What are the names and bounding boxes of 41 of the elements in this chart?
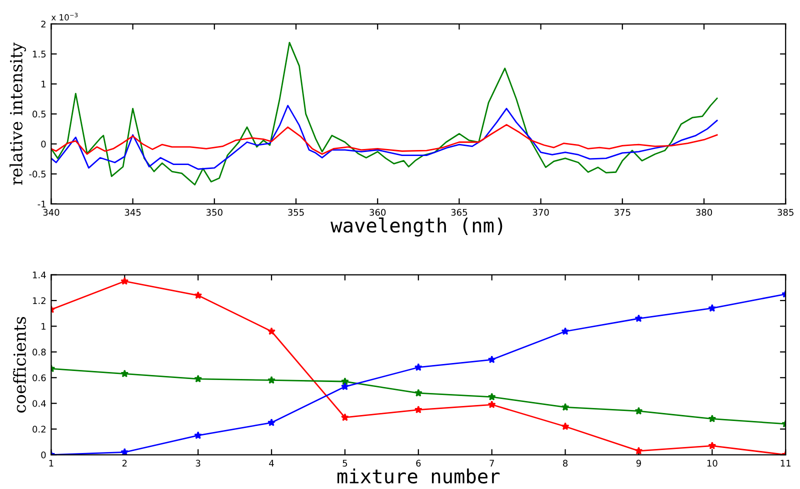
y-tick-label: 0.4 (32, 400, 46, 407)
x-tick-label: 2 (122, 460, 127, 466)
y-tick-label: 1.4 (32, 272, 46, 278)
x-axis-title: mixture number (337, 468, 500, 484)
y-tick-label: -1 (38, 200, 46, 208)
x-tick-label: 345 (124, 208, 141, 216)
y-tick-label: -0.5 (29, 170, 46, 178)
x-tick-label: 340 (43, 208, 60, 216)
y-tick-label: 0.8 (32, 348, 46, 356)
y-axis-title: coefficients (13, 316, 26, 413)
x-tick-label: 350 (206, 208, 222, 216)
x-tick-label: 11 (780, 460, 791, 466)
y-tick-label: 0.2 (32, 426, 46, 433)
x-tick-label: 4 (269, 460, 274, 466)
y-tick-label: 0.6 (32, 374, 46, 382)
y-tick-label: 0 (41, 452, 46, 458)
y-tick-label: 1.2 (32, 297, 46, 304)
x-tick-label: 1 (49, 460, 54, 466)
x-tick-label: 3 (196, 460, 200, 467)
y-tick-label: 2 (41, 20, 46, 28)
x-tick-label: 360 (370, 208, 386, 216)
y-axis-title: relative intensity (10, 42, 26, 185)
y-tick-label: 0 (41, 140, 46, 148)
x-tick-label: 7 (490, 460, 494, 466)
x-tick-label: 9 (636, 460, 641, 467)
x-tick-label: 365 (451, 208, 468, 216)
x-tick-label: 380 (696, 208, 712, 216)
x-tick-label: 10 (707, 460, 718, 467)
x-tick-label: 6 (416, 460, 421, 467)
x-tick-label: 375 (614, 208, 630, 216)
x-tick-label: 5 (342, 460, 348, 467)
y-tick-label: 1.5 (32, 50, 46, 58)
text: x 10$^{−3}$ (51, 12, 78, 20)
y-tick-label: 0.5 (32, 110, 46, 118)
x-tick-label: 355 (288, 208, 304, 216)
x-axis-title: wavelength (nm) (330, 218, 502, 237)
y-tick-label: 1 (42, 323, 46, 330)
x-tick-label: 385 (778, 208, 794, 216)
y-tick-label: 1 (42, 80, 46, 88)
x-tick-label: 8 (563, 460, 568, 467)
x-tick-label: 370 (532, 208, 549, 216)
